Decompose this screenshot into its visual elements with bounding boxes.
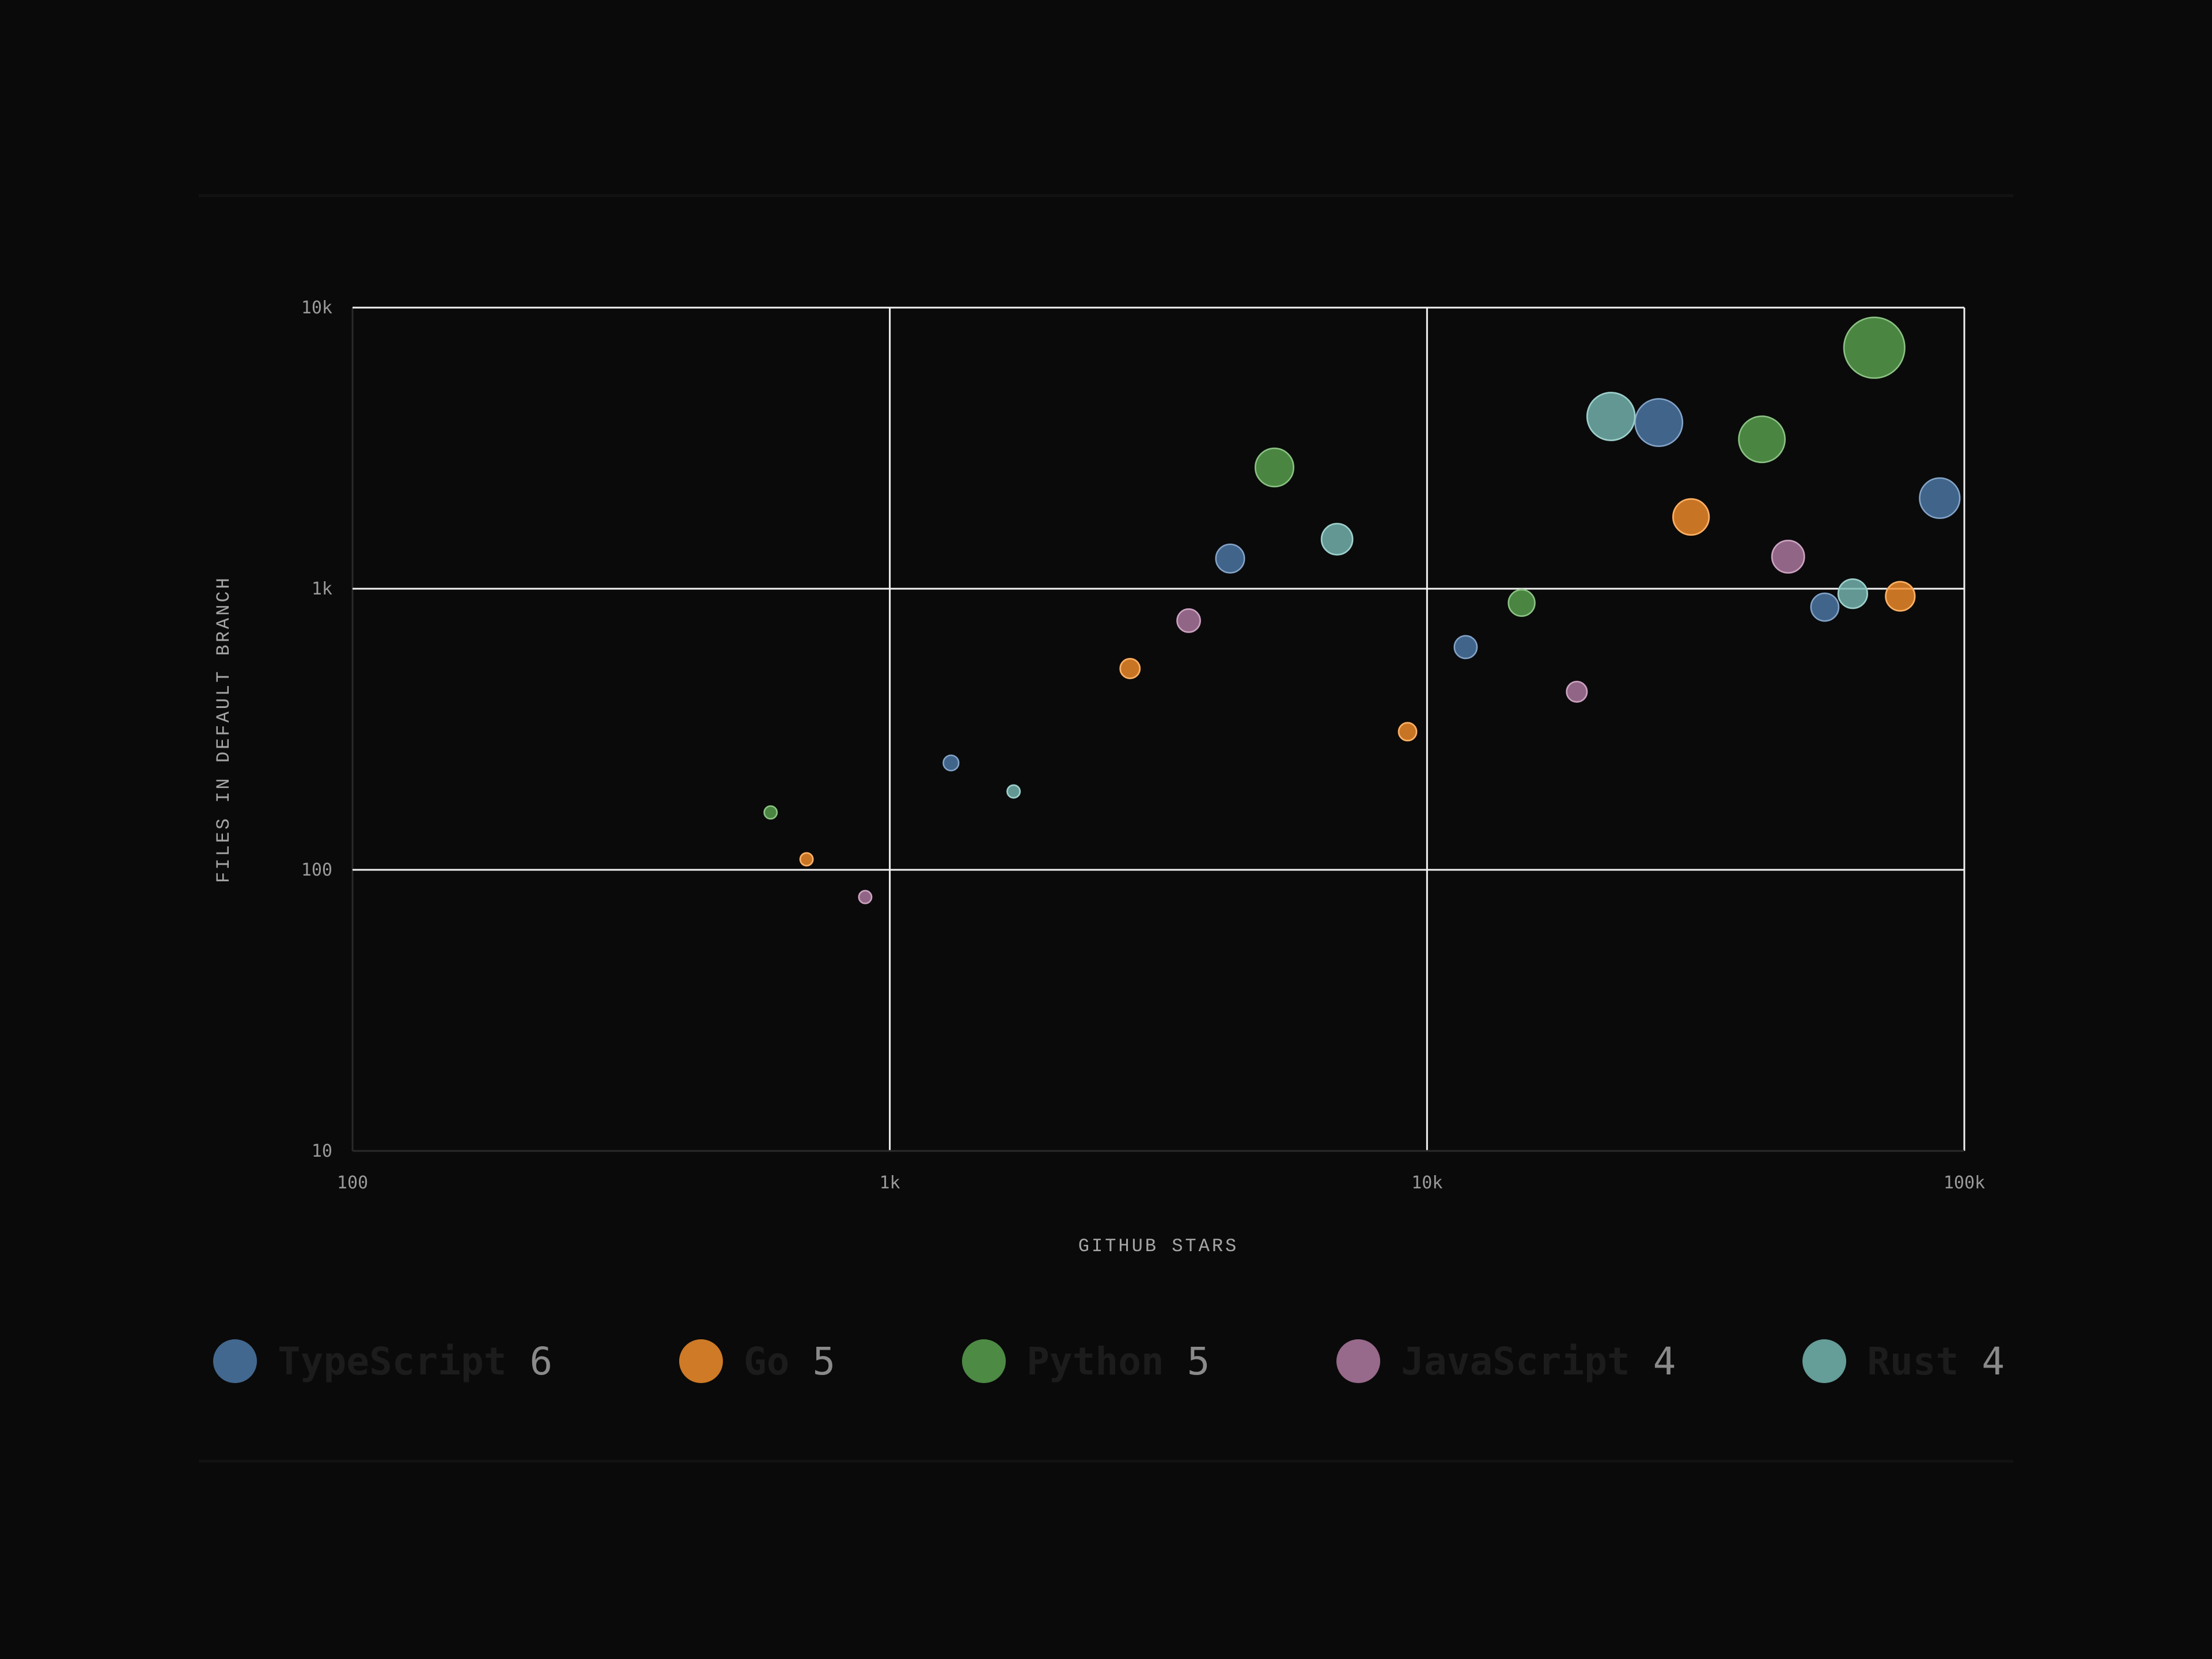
bubble-typescript[interactable] <box>942 754 960 772</box>
legend-item-python[interactable]: Python 5 <box>962 1335 1210 1387</box>
legend-series-name: Go <box>744 1339 790 1384</box>
bubble-outline <box>1838 578 1868 609</box>
bubble-outline <box>1919 478 1961 519</box>
bubble-typescript[interactable] <box>1919 477 1961 519</box>
y-tick-label: 1k <box>312 579 332 599</box>
bubble-rust[interactable] <box>1837 578 1869 609</box>
bubble-javascript[interactable] <box>1566 680 1588 703</box>
bubble-outline <box>1398 722 1417 741</box>
bubble-outline <box>1672 498 1710 536</box>
bubble-outline <box>1453 635 1478 659</box>
bubble-outline <box>1321 523 1354 555</box>
bubble-outline <box>1215 544 1245 574</box>
bubble-python[interactable] <box>1508 589 1536 618</box>
x-tick-label: 1k <box>880 1173 900 1193</box>
bubble-typescript[interactable] <box>1215 543 1245 574</box>
bubble-python[interactable] <box>1738 415 1786 464</box>
bubble-outline <box>763 805 778 820</box>
legend-item-javascript[interactable]: JavaScript 4 <box>1336 1335 1676 1387</box>
bubble-javascript[interactable] <box>1176 608 1202 633</box>
legend-series-name: Python <box>1027 1339 1164 1384</box>
y-tick-label: 100 <box>301 860 332 880</box>
bubble-outline <box>1255 448 1294 487</box>
bubble-outline <box>858 890 872 904</box>
bubble-outline <box>942 755 960 771</box>
grid-lines <box>351 306 1965 1152</box>
bottom-divider <box>199 1460 2013 1463</box>
bubble-typescript[interactable] <box>1634 397 1684 448</box>
legend-series-name: TypeScript <box>278 1339 507 1384</box>
y-axis-title: FILES IN DEFAULT BRANCH <box>213 575 234 883</box>
bubble-outline <box>1006 784 1021 798</box>
bubble-outline <box>1566 681 1588 703</box>
bubble-typescript[interactable] <box>1810 592 1840 622</box>
bubble-outline <box>1176 608 1201 633</box>
bubble-typescript[interactable] <box>1453 635 1478 660</box>
bubble-outline <box>1586 392 1636 441</box>
bubble-rust[interactable] <box>1006 784 1021 799</box>
x-tick-label: 100 <box>337 1173 368 1193</box>
legend-item-go[interactable]: Go 5 <box>679 1335 835 1387</box>
bubble-go[interactable] <box>799 852 814 867</box>
bubble-rust[interactable] <box>1586 392 1636 441</box>
legend-series-count: 5 <box>812 1339 836 1384</box>
legend-swatch <box>1802 1339 1847 1383</box>
bubble-outline <box>800 852 814 866</box>
bubble-go[interactable] <box>1119 658 1141 680</box>
legend-series-count: 4 <box>1653 1339 1676 1384</box>
legend-series-count: 6 <box>529 1339 553 1384</box>
x-tick-label: 10k <box>1411 1173 1442 1193</box>
legend-swatch <box>213 1339 257 1383</box>
legend-swatch <box>1336 1339 1381 1383</box>
bubble-go[interactable] <box>1672 498 1710 536</box>
bubble-python[interactable] <box>1843 316 1906 379</box>
legend-swatch <box>962 1339 1006 1383</box>
bubble-rust[interactable] <box>1320 522 1354 556</box>
bubble-outline <box>1885 581 1916 612</box>
bubble-outline <box>1119 658 1141 679</box>
legend-series-count: 4 <box>1982 1339 2005 1384</box>
bubble-go[interactable] <box>1885 581 1916 612</box>
legend: TypeScript 6 Go 5 Python 5 JavaScript 4 Rust 4 <box>213 1335 2005 1387</box>
x-tick-label: 100k <box>1944 1173 1985 1193</box>
y-tick-label: 10 <box>312 1141 332 1161</box>
bubble-outline <box>1508 589 1536 617</box>
bubble-python[interactable] <box>763 805 778 820</box>
bubble-outline <box>1634 398 1683 447</box>
legend-series-name: JavaScript <box>1401 1339 1630 1384</box>
x-axis-title: GITHUB STARS <box>1078 1236 1238 1257</box>
bubble-javascript[interactable] <box>858 889 873 904</box>
bubble-outline <box>1810 592 1839 622</box>
bubble-outline <box>1771 540 1805 574</box>
legend-item-rust[interactable]: Rust 4 <box>1802 1335 2005 1387</box>
bubble-javascript[interactable] <box>1771 539 1805 574</box>
legend-series-name: Rust <box>1867 1339 1959 1384</box>
legend-item-typescript[interactable]: TypeScript 6 <box>213 1335 552 1387</box>
top-divider <box>199 194 2013 197</box>
data-points <box>763 316 1961 904</box>
legend-swatch <box>679 1339 724 1383</box>
bubble-outline <box>1738 415 1786 463</box>
bubble-go[interactable] <box>1397 722 1418 742</box>
y-tick-label: 10k <box>301 298 332 318</box>
legend-series-count: 5 <box>1187 1339 1210 1384</box>
bubble-python[interactable] <box>1254 447 1295 488</box>
bubble-outline <box>1843 316 1906 379</box>
